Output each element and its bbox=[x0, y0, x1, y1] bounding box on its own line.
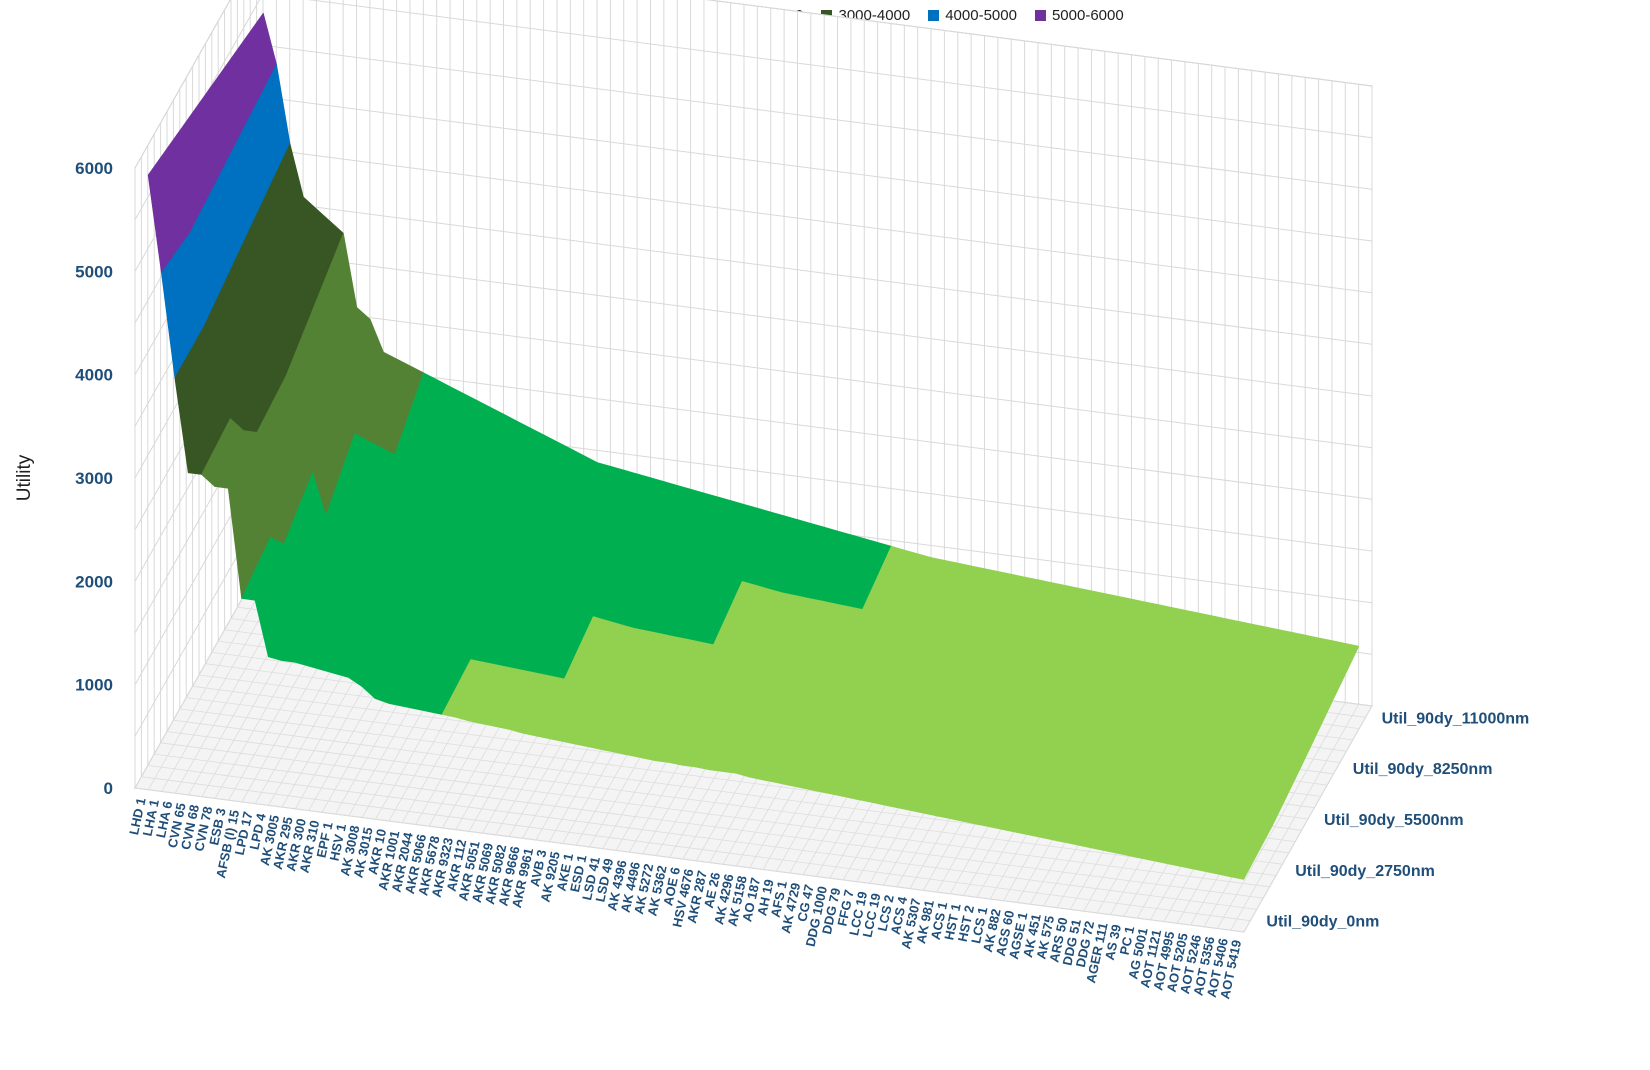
category-label: AS 39 bbox=[1102, 923, 1124, 961]
horizontal-gridline bbox=[134, 0, 1373, 169]
category-label: HST 1 bbox=[941, 902, 963, 941]
z-tick-label: 5000 bbox=[75, 262, 113, 281]
z-tick-label: 2000 bbox=[75, 572, 113, 591]
floor-gridline bbox=[141, 776, 1251, 922]
z-tick-label: 0 bbox=[104, 779, 113, 798]
floor-gridline bbox=[166, 731, 1277, 876]
floor-gridline bbox=[160, 742, 1270, 888]
category-label: FFG 7 bbox=[834, 888, 856, 927]
series-label: Util_90dy_5500nm bbox=[1324, 812, 1464, 829]
legend-label: 5000-6000 bbox=[1051, 6, 1124, 24]
category-label: AFS 1 bbox=[768, 880, 790, 919]
category-label: LCS 2 bbox=[875, 894, 897, 933]
y-axis-title: Utility bbox=[14, 454, 35, 501]
series-label: Util_90dy_11000nm bbox=[1382, 710, 1530, 727]
surface-plot bbox=[147, 12, 1360, 880]
floor-gridline bbox=[154, 753, 1264, 899]
floor-gridline bbox=[147, 765, 1257, 910]
legend-item: 4000-5000 bbox=[928, 7, 1017, 24]
z-tick-label: 4000 bbox=[75, 366, 113, 385]
series-label: Util_90dy_0nm bbox=[1266, 914, 1379, 931]
category-label: AE 26 bbox=[701, 871, 723, 909]
legend-swatch bbox=[1034, 9, 1046, 21]
floor-gridline bbox=[134, 787, 1245, 933]
category-label: HST 2 bbox=[955, 904, 977, 943]
z-tick-label: 6000 bbox=[75, 159, 113, 178]
z-tick-label: 1000 bbox=[75, 676, 113, 695]
legend-swatch bbox=[928, 9, 940, 21]
category-label: PC 1 bbox=[1117, 925, 1138, 956]
legend-item: 5000-6000 bbox=[1034, 6, 1124, 24]
category-label: AH 19 bbox=[754, 878, 776, 917]
series-label: Util_90dy_8250nm bbox=[1353, 761, 1493, 778]
category-label: EPF 1 bbox=[313, 821, 335, 859]
legend-label: 4000-5000 bbox=[945, 6, 1017, 24]
series-label: Util_90dy_2750nm bbox=[1295, 863, 1435, 880]
surface-patch bbox=[1230, 822, 1273, 880]
category-label: LCS 1 bbox=[968, 906, 990, 945]
z-tick-label: 3000 bbox=[75, 469, 113, 488]
